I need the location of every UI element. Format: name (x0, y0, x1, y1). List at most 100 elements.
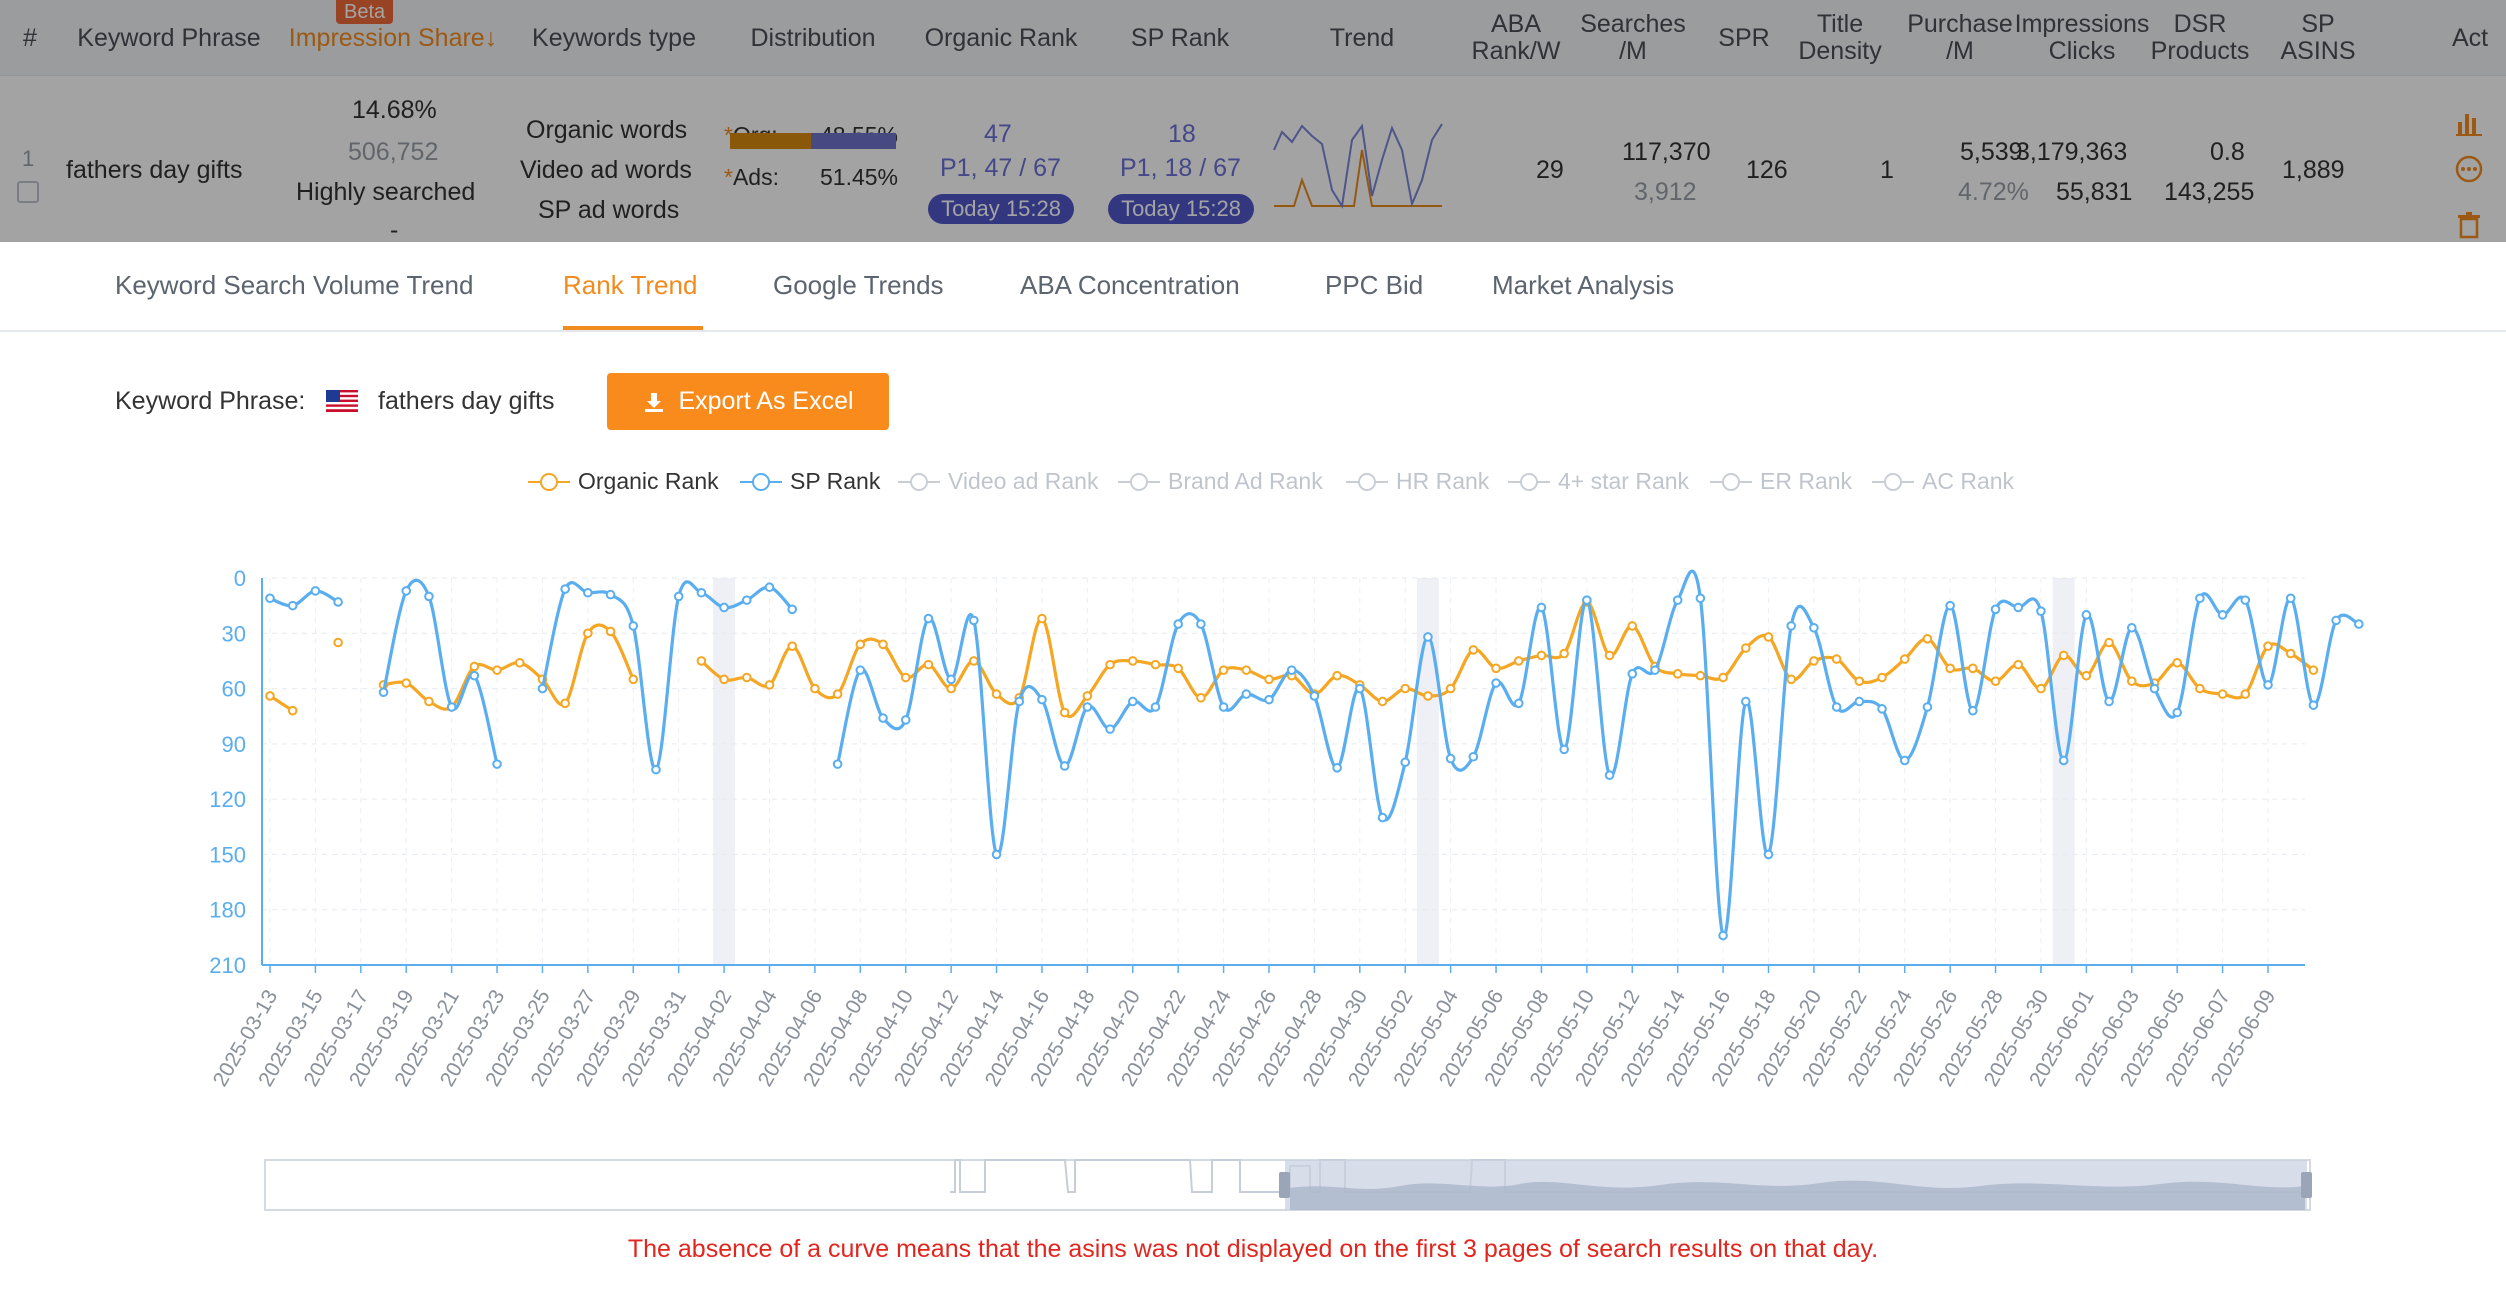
chart-zoom-slider[interactable] (0, 1152, 2506, 1214)
data-point-organic-rank[interactable] (1536, 650, 1547, 661)
data-point-sp-rank[interactable] (1854, 696, 1865, 707)
trend-sparkline[interactable] (1272, 120, 1444, 210)
data-point-organic-rank[interactable] (1400, 683, 1411, 694)
data-point-organic-rank[interactable] (424, 696, 434, 707)
col-organic-rank-header[interactable]: Organic Rank (924, 23, 1078, 52)
col-spr-header[interactable]: SPR (1718, 23, 1770, 52)
legend-item-video-ad-rank[interactable]: Video ad Rank (898, 468, 1098, 495)
data-point-organic-rank[interactable] (1968, 663, 1978, 674)
data-point-sp-rank[interactable] (2013, 602, 2024, 613)
col-title-density-header[interactable]: Title Density (1798, 10, 1882, 65)
tab-keyword-search-volume-trend[interactable]: Keyword Search Volume Trend (115, 270, 474, 300)
data-point-sp-rank[interactable] (1241, 689, 1252, 699)
legend-item-hr-rank[interactable]: HR Rank (1346, 468, 1489, 495)
data-point-sp-rank[interactable] (946, 674, 956, 685)
export-excel-button[interactable]: Export As Excel (607, 373, 889, 430)
data-point-organic-rank[interactable] (1264, 674, 1274, 685)
data-point-organic-rank[interactable] (265, 691, 275, 701)
data-point-organic-rank[interactable] (287, 705, 298, 716)
data-point-organic-rank[interactable] (1423, 691, 1433, 701)
data-point-sp-rank[interactable] (1809, 622, 1819, 633)
legend-item-er-rank[interactable]: ER Rank (1710, 468, 1852, 495)
data-point-organic-rank[interactable] (583, 628, 593, 639)
data-point-sp-rank[interactable] (492, 759, 502, 769)
rank-trend-chart[interactable]: 03060901201501802102025-03-132025-03-152… (0, 540, 2506, 1130)
data-point-organic-rank[interactable] (1377, 696, 1388, 707)
data-point-sp-rank[interactable] (2217, 610, 2228, 620)
data-point-organic-rank[interactable] (1082, 691, 1093, 701)
data-point-sp-rank[interactable] (855, 665, 866, 675)
data-point-organic-rank[interactable] (2126, 676, 2137, 686)
col-sp-asins-header[interactable]: SP ASINS (2280, 10, 2356, 65)
data-point-organic-rank[interactable] (1854, 676, 1865, 686)
data-point-sp-rank[interactable] (1831, 702, 1842, 712)
data-point-sp-rank[interactable] (2104, 696, 2114, 707)
data-point-sp-rank[interactable] (1740, 696, 1751, 707)
data-point-organic-rank[interactable] (1173, 663, 1183, 674)
data-point-organic-rank[interactable] (1899, 654, 1910, 664)
data-point-organic-rank[interactable] (1196, 692, 1206, 703)
data-point-organic-rank[interactable] (2263, 641, 2273, 651)
data-point-sp-rank[interactable] (1990, 604, 2001, 615)
data-point-organic-rank[interactable] (628, 674, 639, 685)
data-point-sp-rank[interactable] (265, 593, 275, 604)
data-point-organic-rank[interactable] (1990, 676, 2001, 686)
data-point-organic-rank[interactable] (1763, 632, 1774, 642)
data-point-sp-rank[interactable] (1059, 761, 1070, 771)
data-point-organic-rank[interactable] (991, 689, 1002, 699)
data-point-sp-rank[interactable] (2172, 707, 2182, 718)
data-point-organic-rank[interactable] (787, 641, 798, 651)
data-point-sp-rank[interactable] (764, 582, 775, 593)
data-point-sp-rank[interactable] (424, 591, 434, 602)
data-point-sp-rank[interactable] (2263, 680, 2273, 690)
col-impression-share-header[interactable]: Impression Share↓ (288, 23, 498, 52)
data-point-organic-rank[interactable] (2285, 648, 2296, 659)
data-point-organic-rank[interactable] (1922, 634, 1933, 644)
searches-value[interactable]: 117,370 (1622, 138, 1711, 166)
data-point-organic-rank[interactable] (2172, 657, 2182, 668)
legend-item-4-star-rank[interactable]: 4+ star Rank (1508, 468, 1689, 495)
data-point-sp-rank[interactable] (969, 615, 979, 626)
data-point-sp-rank[interactable] (310, 586, 321, 596)
data-point-organic-rank[interactable] (810, 683, 820, 694)
data-point-organic-rank[interactable] (969, 656, 979, 666)
data-point-organic-rank[interactable] (1809, 656, 1819, 666)
data-point-organic-rank[interactable] (2195, 683, 2205, 694)
data-point-organic-rank[interactable] (2036, 683, 2046, 694)
col-searches-header[interactable]: Searches /M (1580, 10, 1686, 65)
data-point-sp-rank[interactable] (1695, 593, 1706, 604)
data-point-organic-rank[interactable] (1831, 654, 1842, 664)
data-point-sp-rank[interactable] (378, 687, 389, 698)
data-point-organic-rank[interactable] (696, 656, 707, 666)
data-point-sp-rank[interactable] (2240, 595, 2251, 605)
col-purchase-header[interactable]: Purchase /M (1907, 10, 2013, 65)
table-row[interactable]: 1 fathers day gifts 14.68% 506,752 Highl… (0, 76, 2506, 242)
data-point-sp-rank[interactable] (1763, 849, 1774, 860)
data-point-sp-rank[interactable] (651, 764, 661, 775)
col-dsr-header[interactable]: DSR Products (2150, 10, 2250, 65)
data-point-sp-rank[interactable] (1309, 691, 1320, 701)
data-point-sp-rank[interactable] (1968, 705, 1978, 716)
sp-rank-value[interactable]: 18 (1168, 120, 1196, 148)
data-point-sp-rank[interactable] (446, 702, 457, 712)
data-point-sp-rank[interactable] (1355, 683, 1365, 694)
tab-rank-trend[interactable]: Rank Trend (563, 270, 698, 300)
data-point-organic-rank[interactable] (1740, 643, 1751, 653)
data-point-sp-rank[interactable] (923, 613, 934, 624)
data-point-organic-rank[interactable] (1332, 670, 1342, 681)
col-keyword-header[interactable]: Keyword Phrase (77, 23, 261, 52)
data-point-organic-rank[interactable] (1150, 659, 1161, 670)
data-point-organic-rank[interactable] (2058, 650, 2069, 661)
data-point-organic-rank[interactable] (1513, 656, 1524, 666)
data-point-organic-rank[interactable] (2240, 689, 2251, 699)
data-point-sp-rank[interactable] (787, 604, 798, 615)
data-point-sp-rank[interactable] (1627, 669, 1638, 679)
data-point-organic-rank[interactable] (1127, 656, 1138, 666)
data-point-organic-rank[interactable] (2081, 670, 2092, 681)
data-point-organic-rank[interactable] (1105, 659, 1115, 670)
tab-ppc-bid[interactable]: PPC Bid (1325, 270, 1424, 300)
data-point-sp-rank[interactable] (1264, 694, 1274, 705)
data-point-sp-rank[interactable] (537, 683, 548, 694)
zoom-handle-left[interactable] (1279, 1172, 1290, 1198)
data-point-sp-rank[interactable] (1127, 696, 1138, 707)
